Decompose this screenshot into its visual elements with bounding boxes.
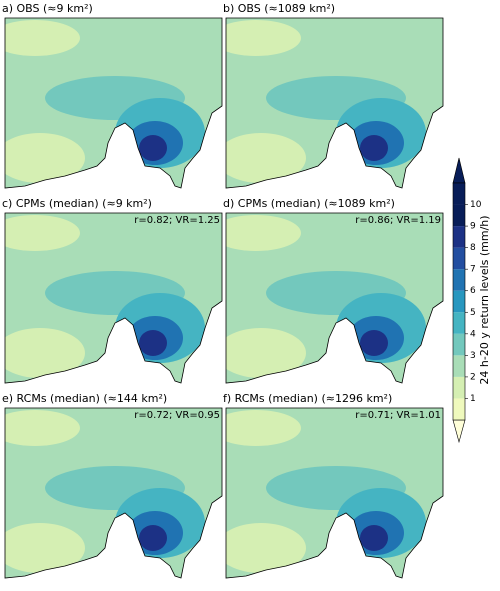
colorbar-band [453,247,465,270]
colorbar-tick-label: 10 [470,200,482,210]
colorbar-frame [452,182,466,421]
colorbar-band [453,398,465,420]
map [211,408,443,578]
colorbar-tick-label: 5 [470,308,476,318]
colorbar-band [453,355,465,377]
colorbar-tick-label: 8 [470,243,476,253]
panel-title: a) OBS (≈9 km²) [2,2,93,15]
colorbar-tick-label: 7 [470,265,476,275]
map [211,18,443,188]
colorbar-band [453,204,465,227]
colorbar-band [453,333,465,356]
colorbar-band [453,269,465,291]
map [211,213,443,383]
colorbar-tick-label: 2 [470,372,476,382]
colorbar-tick-label: 9 [470,222,476,232]
colorbar-tick-label: 1 [470,394,476,404]
colorbar-band [453,290,465,313]
colorbar-tick-label: 6 [470,286,476,296]
panels: a) OBS (≈9 km²) b) OBS (≈1089 km²) c) CPMs… [0,2,443,578]
colorbar-tick-label: 3 [470,351,476,361]
panel-title: d) CPMs (median) (≈1089 km²) [223,197,395,210]
map [0,18,222,188]
panel-annotation: r=0.82; VR=1.25 [134,215,220,226]
colorbar: 1 2 3 4 5 6 7 8 9 10 24 h-20 y return levels (mm/h… [452,157,491,444]
panel-title: b) OBS (≈1089 km²) [223,2,335,15]
map [0,408,222,578]
colorbar-band [453,183,465,205]
panel-title: f) RCMs (median) (≈1296 km²) [223,392,392,405]
panel-annotation: r=0.71; VR=1.01 [355,410,441,421]
colorbar-tick-label: 4 [470,329,476,339]
colorbar-band [453,226,465,248]
map [0,213,222,383]
panel-title: c) CPMs (median) (≈9 km²) [2,197,152,210]
panel-annotation: r=0.86; VR=1.19 [355,215,441,226]
colorbar-label: 24 h-20 y return levels (mm/h) [478,215,491,384]
colorbar-band [453,312,465,334]
colorbar-extension [452,419,466,444]
panel-annotation: r=0.72; VR=0.95 [134,410,220,421]
panel-title: e) RCMs (median) (≈144 km²) [2,392,167,405]
colorbar-band [453,376,465,399]
colorbar-extension [452,157,466,184]
